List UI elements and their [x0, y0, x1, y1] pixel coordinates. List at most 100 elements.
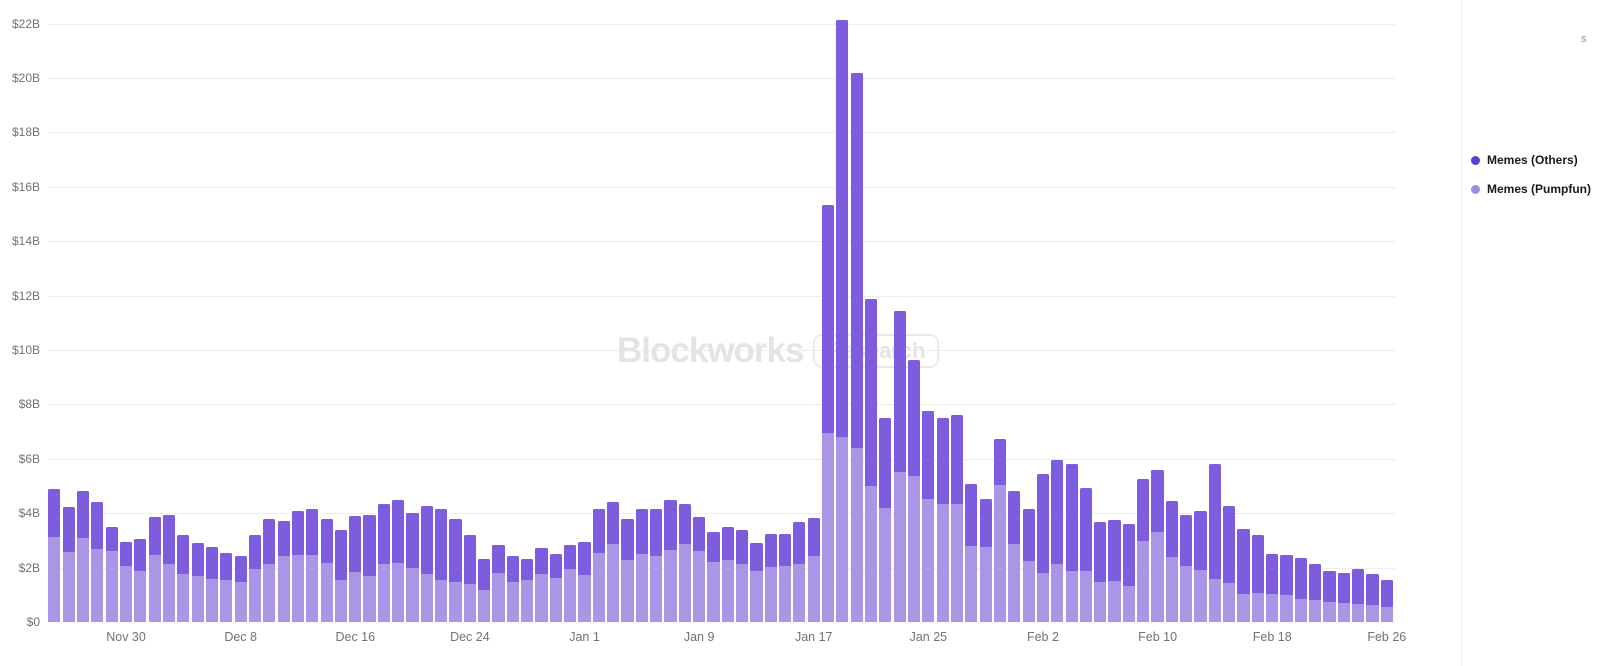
bar[interactable] [1251, 535, 1264, 622]
bar[interactable] [1380, 580, 1393, 622]
bar[interactable] [392, 500, 405, 622]
bar[interactable] [205, 546, 219, 622]
bar[interactable] [1180, 515, 1193, 622]
bar[interactable] [621, 518, 634, 622]
bar[interactable] [793, 522, 806, 622]
bar[interactable] [1094, 521, 1107, 622]
bar[interactable] [1366, 573, 1379, 622]
bar-segment-others [1223, 506, 1236, 583]
bar[interactable] [463, 534, 476, 622]
bar[interactable] [277, 521, 290, 622]
bar[interactable] [406, 512, 419, 622]
bar[interactable] [148, 517, 161, 622]
bar[interactable] [248, 535, 262, 622]
bar[interactable] [320, 518, 333, 622]
bar[interactable] [76, 491, 90, 622]
bar[interactable] [650, 509, 663, 622]
bar[interactable] [1122, 523, 1135, 622]
bar[interactable] [291, 511, 305, 622]
bar[interactable] [578, 542, 591, 622]
bar[interactable] [62, 506, 75, 622]
legend-item-memes-pumpfun[interactable]: Memes (Pumpfun) [1471, 180, 1591, 198]
bar[interactable] [1051, 460, 1064, 622]
bar[interactable] [607, 502, 620, 622]
bar[interactable] [1223, 506, 1236, 622]
bar[interactable] [478, 558, 491, 622]
bar[interactable] [420, 506, 433, 622]
bar[interactable] [750, 542, 763, 622]
y-axis-tick-label: $22B [11, 16, 40, 31]
bar[interactable] [635, 509, 648, 622]
bar[interactable] [220, 552, 233, 622]
bar[interactable] [492, 545, 505, 622]
bar[interactable] [119, 542, 133, 622]
bar[interactable] [821, 205, 835, 622]
bar[interactable] [764, 534, 777, 622]
bar[interactable] [449, 519, 462, 622]
bar[interactable] [836, 19, 849, 622]
bar[interactable] [334, 530, 348, 622]
bar[interactable] [134, 539, 147, 622]
bar[interactable] [564, 545, 577, 622]
bar[interactable] [1065, 463, 1078, 622]
bar[interactable] [1266, 554, 1279, 622]
bar[interactable] [1151, 470, 1164, 622]
bar[interactable] [922, 410, 935, 622]
bar[interactable] [549, 554, 562, 622]
bar[interactable] [950, 415, 964, 622]
bar[interactable] [306, 508, 319, 622]
bar[interactable] [979, 499, 992, 622]
bar[interactable] [1036, 473, 1050, 622]
bar[interactable] [377, 504, 390, 622]
bar[interactable] [664, 500, 677, 622]
bar[interactable] [1280, 554, 1293, 622]
bar[interactable] [1137, 478, 1150, 622]
bar-segment-pumpfun [936, 504, 949, 622]
bar[interactable] [1337, 572, 1350, 622]
bar[interactable] [363, 515, 376, 622]
bar[interactable] [506, 555, 519, 622]
bar[interactable] [721, 527, 734, 622]
bar[interactable] [1008, 490, 1021, 622]
bar[interactable] [234, 555, 247, 622]
bar[interactable] [693, 516, 706, 622]
bar[interactable] [592, 508, 605, 622]
bar[interactable] [191, 543, 204, 622]
bar[interactable] [105, 527, 118, 622]
bar[interactable] [1079, 487, 1093, 622]
bar[interactable] [864, 299, 878, 622]
bar[interactable] [1194, 511, 1207, 622]
bar[interactable] [1323, 571, 1336, 622]
bar[interactable] [807, 517, 820, 622]
bar[interactable] [263, 518, 276, 622]
bar[interactable] [850, 73, 863, 622]
bar[interactable] [1294, 558, 1307, 622]
bar[interactable] [162, 514, 176, 622]
bar[interactable] [435, 508, 448, 622]
bar[interactable] [91, 502, 104, 622]
bar[interactable] [1237, 529, 1250, 622]
bar[interactable] [349, 515, 362, 622]
bar[interactable] [907, 360, 921, 622]
bar[interactable] [893, 311, 906, 622]
bar[interactable] [1309, 564, 1322, 622]
bar-segment-pumpfun [879, 507, 892, 622]
bar[interactable] [735, 529, 749, 622]
bar[interactable] [1352, 569, 1365, 622]
bar[interactable] [879, 418, 892, 622]
bar[interactable] [1022, 509, 1035, 622]
bar[interactable] [778, 534, 792, 622]
bar[interactable] [965, 484, 978, 622]
bar[interactable] [993, 439, 1007, 622]
legend-item-memes-others[interactable]: Memes (Others) [1471, 151, 1591, 169]
bar[interactable] [535, 548, 548, 622]
bar[interactable] [707, 531, 720, 622]
bar[interactable] [936, 417, 949, 622]
bar[interactable] [1208, 463, 1221, 622]
bar[interactable] [521, 559, 534, 622]
bar[interactable] [678, 504, 691, 622]
bar[interactable] [1165, 500, 1178, 622]
bar[interactable] [48, 489, 61, 622]
bar[interactable] [177, 535, 190, 622]
bar[interactable] [1108, 520, 1121, 622]
